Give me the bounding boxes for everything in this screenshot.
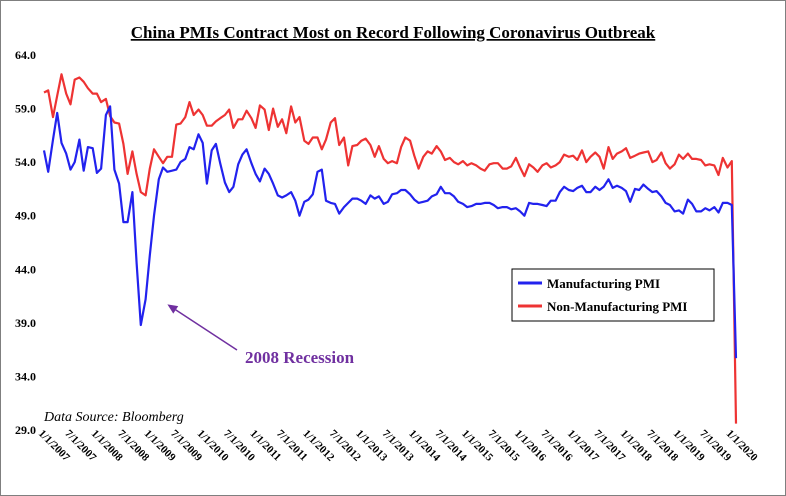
annotation-label: 2008 Recession (245, 348, 355, 367)
y-tick-label: 59.0 (15, 102, 36, 116)
series-layer (42, 73, 738, 424)
data-source: Data Source: Bloomberg (43, 410, 184, 425)
y-tick-label: 44.0 (15, 262, 36, 276)
legend: Manufacturing PMI Non-Manufacturing PMI (511, 268, 715, 322)
y-tick-label: 64.0 (15, 48, 36, 62)
y-tick-label: 29.0 (15, 423, 36, 437)
legend-label-non-manufacturing: Non-Manufacturing PMI (547, 299, 687, 314)
chart-title: China PMIs Contract Most on Record Follo… (131, 23, 656, 42)
y-tick-label: 34.0 (15, 369, 36, 383)
y-tick-label: 49.0 (15, 209, 36, 223)
y-tick-label: 54.0 (15, 155, 36, 169)
legend-box (511, 268, 715, 322)
annotation-arrow (175, 309, 238, 351)
series-line-non-manufacturing (43, 73, 738, 424)
x-axis-ticks: 1/1/20077/1/20071/1/20087/1/20081/1/2009… (36, 428, 760, 464)
annotation: 2008 Recession (167, 304, 355, 367)
series-line-manufacturing (42, 105, 738, 359)
y-axis-ticks: 64.0 59.0 54.0 49.0 44.0 39.0 34.0 29.0 (15, 48, 36, 437)
annotation-arrow-head (167, 304, 179, 314)
legend-label-manufacturing: Manufacturing PMI (547, 276, 660, 291)
y-tick-label: 39.0 (15, 316, 36, 330)
